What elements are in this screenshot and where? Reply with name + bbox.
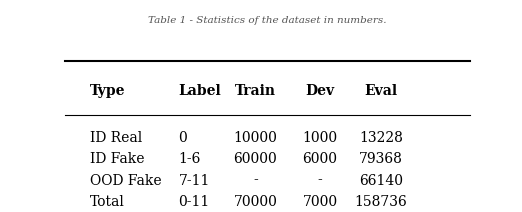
Text: 79368: 79368	[359, 152, 403, 166]
Text: 7000: 7000	[303, 195, 338, 209]
Text: 0: 0	[179, 131, 187, 145]
Text: 60000: 60000	[233, 152, 277, 166]
Text: Table 1 - Statistics of the dataset in numbers.: Table 1 - Statistics of the dataset in n…	[148, 17, 387, 25]
Text: 7-11: 7-11	[179, 173, 210, 188]
Text: ID Fake: ID Fake	[90, 152, 144, 166]
Text: 66140: 66140	[359, 173, 403, 188]
Text: Total: Total	[90, 195, 124, 209]
Text: 158736: 158736	[354, 195, 407, 209]
Text: 0-11: 0-11	[179, 195, 210, 209]
Text: 1-6: 1-6	[179, 152, 201, 166]
Text: 13228: 13228	[359, 131, 403, 145]
Text: 70000: 70000	[233, 195, 277, 209]
Text: -: -	[253, 173, 258, 188]
Text: OOD Fake: OOD Fake	[90, 173, 161, 188]
Text: Label: Label	[179, 84, 221, 98]
Text: 1000: 1000	[303, 131, 338, 145]
Text: Dev: Dev	[305, 84, 335, 98]
Text: ID Real: ID Real	[90, 131, 142, 145]
Text: Eval: Eval	[364, 84, 397, 98]
Text: 10000: 10000	[233, 131, 277, 145]
Text: Train: Train	[235, 84, 276, 98]
Text: -: -	[318, 173, 323, 188]
Text: Type: Type	[90, 84, 125, 98]
Text: 6000: 6000	[303, 152, 338, 166]
